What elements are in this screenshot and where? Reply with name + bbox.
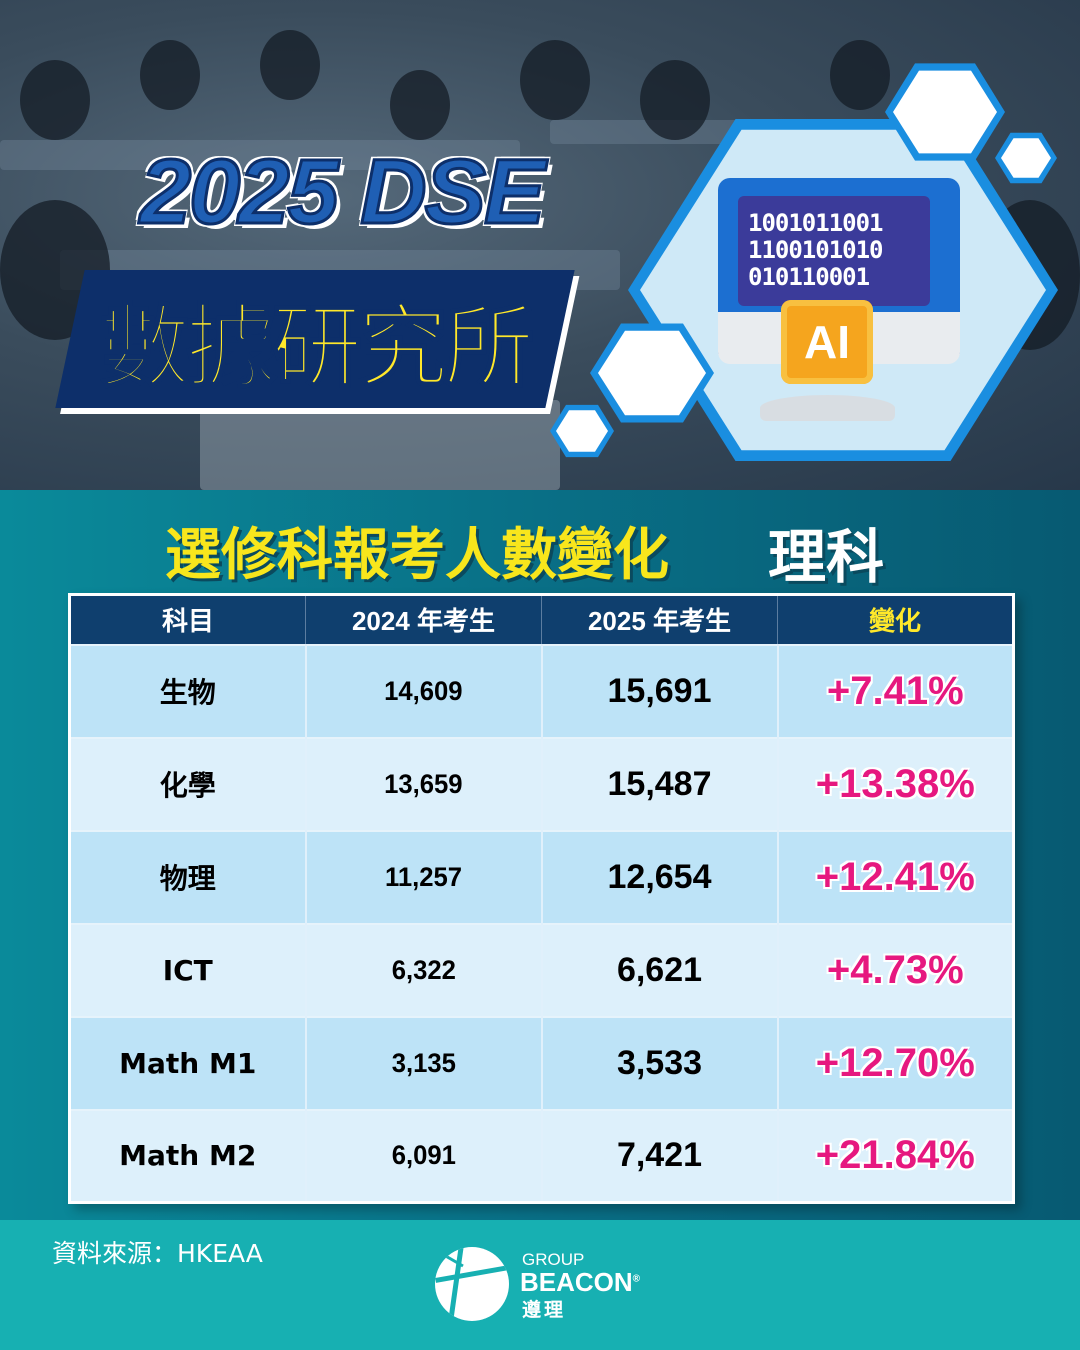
cell-count-2025: 12,654 xyxy=(541,829,779,924)
subject-value: 物理 xyxy=(159,862,216,895)
count-2024-value: 13,659 xyxy=(384,768,463,799)
cell-subject: ICT xyxy=(69,922,307,1017)
cell-count-2024: 14,609 xyxy=(305,643,543,738)
subject-value: Math M1 xyxy=(119,1046,257,1080)
cell-subject: Math M1 xyxy=(69,1015,307,1110)
cell-count-2024: 11,257 xyxy=(305,829,543,924)
header-2024: 2024 年考生 xyxy=(305,594,542,645)
cell-count-2025: 3,533 xyxy=(541,1015,779,1110)
header-2025: 2025 年考生 xyxy=(541,594,778,645)
cell-subject: 物理 xyxy=(69,829,307,924)
count-2025-value: 7,421 xyxy=(616,1136,703,1175)
count-2024-value: 14,609 xyxy=(384,675,463,706)
subject-value: 化學 xyxy=(159,769,216,802)
change-value: +4.73% xyxy=(826,947,964,992)
binary-line: 010110001 xyxy=(748,263,870,291)
cell-change: +13.38% xyxy=(777,736,1015,831)
hero-banner: 2025 DSE 數據研究所 1001011001 1100101010 010… xyxy=(0,0,1080,490)
subject-value: ICT xyxy=(162,953,213,987)
cell-count-2025: 15,691 xyxy=(541,643,779,738)
header-subject: 科目 xyxy=(69,594,306,645)
count-2024-value: 6,091 xyxy=(391,1140,456,1171)
cell-change: +21.84% xyxy=(777,1108,1015,1203)
subject-value: Math M2 xyxy=(119,1139,257,1173)
hexagon-decoration xyxy=(556,410,608,452)
cell-count-2024: 6,322 xyxy=(305,922,543,1017)
logo-brand-text: BEACON® xyxy=(520,1267,640,1298)
table-header-row: 科目 2024 年考生 2025 年考生 變化 xyxy=(69,594,1014,645)
footer: 資料來源：HKEAA GROUP BEACON® 遵理 xyxy=(0,1220,1080,1350)
cell-change: +7.41% xyxy=(777,643,1015,738)
cell-change: +4.73% xyxy=(777,922,1015,1017)
table-row: Math M1 3,135 3,533 +12.70% xyxy=(69,1015,1015,1110)
cell-count-2024: 13,659 xyxy=(305,736,543,831)
cell-subject: 化學 xyxy=(69,736,307,831)
data-source: 資料來源：HKEAA xyxy=(52,1239,263,1268)
binary-screen: 1001011001 1100101010 010110001 xyxy=(738,196,930,306)
count-2025-value: 6,621 xyxy=(616,950,703,989)
count-2024-value: 3,135 xyxy=(391,1047,456,1078)
cell-count-2024: 6,091 xyxy=(305,1108,543,1203)
enrolment-table: 科目 2024 年考生 2025 年考生 變化 生物 14,609 15,691 +7… xyxy=(68,593,1015,1204)
title-line-2: 數據研究所 xyxy=(99,294,531,401)
count-2024-value: 6,322 xyxy=(391,954,456,985)
cell-change: +12.41% xyxy=(777,829,1015,924)
table-row: 物理 11,257 12,654 +12.41% xyxy=(69,829,1015,924)
count-2025-value: 12,654 xyxy=(607,857,712,896)
cell-count-2025: 6,621 xyxy=(541,922,779,1017)
subtitle-category: 理科 xyxy=(768,523,885,591)
change-value: +12.70% xyxy=(815,1040,975,1085)
table-row: 化學 13,659 15,487 +13.38% xyxy=(69,736,1015,831)
count-2025-value: 15,487 xyxy=(607,764,712,803)
logo-brand: BEACON xyxy=(520,1267,633,1297)
change-value: +21.84% xyxy=(815,1133,975,1178)
monitor-stand xyxy=(760,395,895,421)
cell-subject: 生物 xyxy=(69,643,307,738)
title-line-2-box: 數據研究所 xyxy=(55,270,575,408)
cell-count-2025: 15,487 xyxy=(541,736,779,831)
cell-count-2025: 7,421 xyxy=(541,1108,779,1203)
table-row: ICT 6,322 6,621 +4.73% xyxy=(69,922,1015,1017)
header-change: 變化 xyxy=(777,594,1014,645)
beacon-logo-icon xyxy=(435,1247,509,1321)
table-row: 生物 14,609 15,691 +7.41% xyxy=(69,643,1015,738)
cell-count-2024: 3,135 xyxy=(305,1015,543,1110)
logo-chinese-text: 遵理 xyxy=(522,1299,567,1321)
ai-chip-icon: AI xyxy=(781,300,873,384)
change-value: +13.38% xyxy=(815,761,975,806)
binary-line: 1100101010 xyxy=(748,236,884,264)
registered-mark: ® xyxy=(632,1273,641,1285)
subtitle: 選修科報考人數變化 xyxy=(165,523,669,588)
cell-change: +12.70% xyxy=(777,1015,1015,1110)
count-2024-value: 11,257 xyxy=(384,861,463,892)
change-value: +12.41% xyxy=(815,854,975,899)
count-2025-value: 15,691 xyxy=(607,671,712,710)
subject-value: 生物 xyxy=(159,676,216,709)
table-row: Math M2 6,091 7,421 +21.84% xyxy=(69,1108,1015,1203)
logo-group-text: GROUP xyxy=(522,1250,585,1269)
change-value: +7.41% xyxy=(826,668,964,713)
binary-line: 1001011001 xyxy=(748,209,884,237)
cell-subject: Math M2 xyxy=(69,1108,307,1203)
count-2025-value: 3,533 xyxy=(616,1043,703,1082)
title-line-1: 2025 DSE xyxy=(138,140,546,245)
